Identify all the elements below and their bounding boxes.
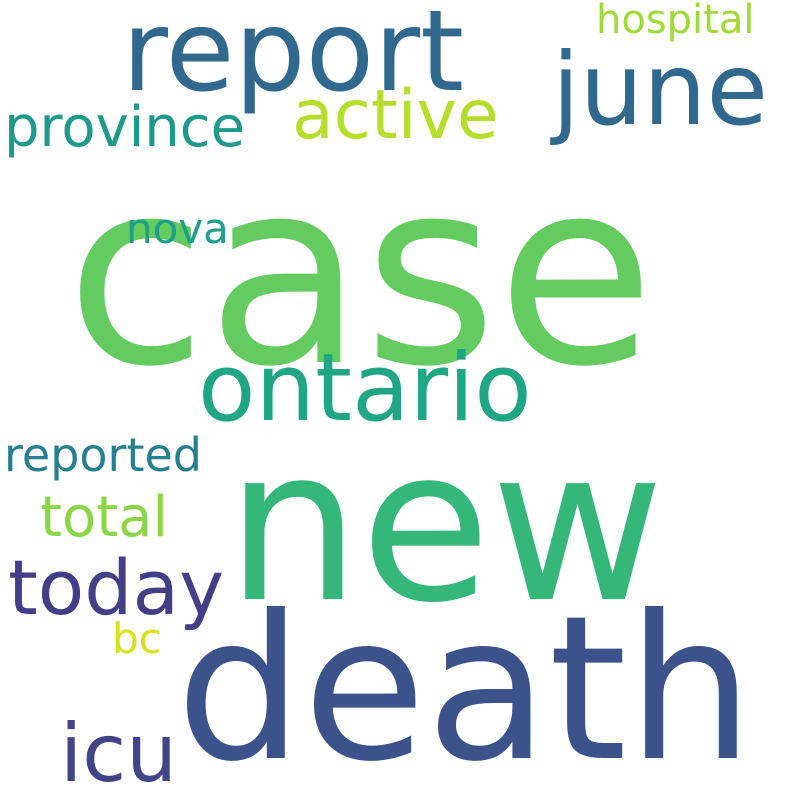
- word-bc: bc: [112, 614, 162, 663]
- word-nova: nova: [126, 204, 229, 253]
- word-case: case: [66, 125, 655, 423]
- word-june: june: [552, 31, 769, 148]
- word-today: today: [8, 543, 225, 632]
- word-hospital: hospital: [596, 0, 755, 43]
- word-active: active: [292, 76, 499, 155]
- word-report: report: [122, 0, 465, 117]
- word-icu: icu: [60, 707, 177, 800]
- word-province: province: [4, 95, 246, 160]
- word-total: total: [40, 485, 169, 550]
- word-new: new: [226, 402, 665, 649]
- word-death: death: [176, 573, 754, 800]
- word-reported: reported: [4, 428, 202, 482]
- word-ontario: ontario: [198, 334, 532, 443]
